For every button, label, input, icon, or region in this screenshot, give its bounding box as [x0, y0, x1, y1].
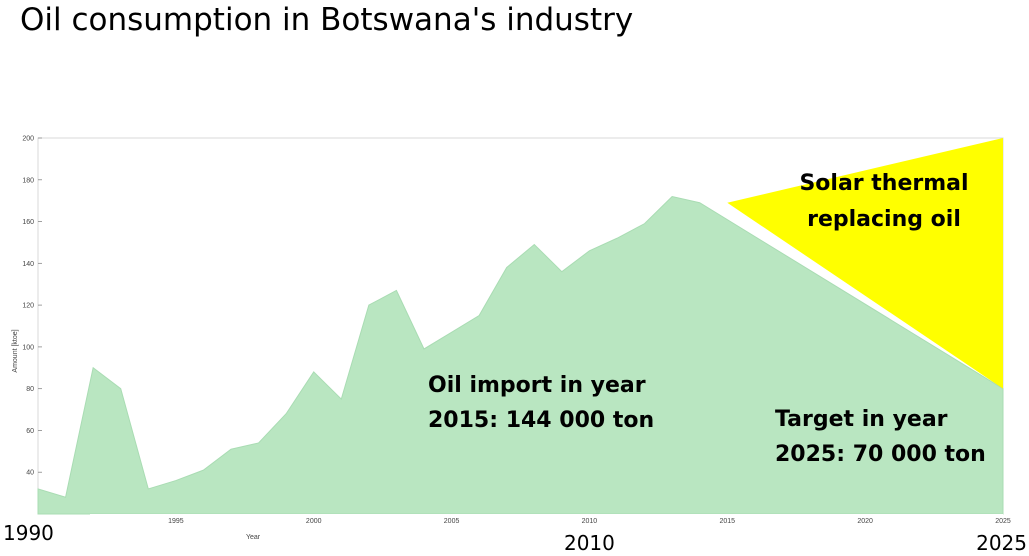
x-axis-strip	[90, 514, 1003, 544]
solar-annotation: replacing oil	[807, 207, 961, 232]
x-tick-label-small: 2020	[857, 518, 873, 525]
y-tick-label: 180	[22, 177, 34, 184]
y-tick-label: 80	[26, 386, 34, 393]
y-tick-label: 160	[22, 219, 34, 226]
x-tick-label-large: 1990	[3, 521, 54, 545]
x-tick-label-large: 2025	[976, 531, 1027, 555]
target-annotation: 2025: 70 000 ton	[775, 442, 986, 467]
oil-import-annotation: 2015: 144 000 ton	[428, 408, 654, 433]
solar-annotation: Solar thermal	[799, 171, 968, 196]
y-tick-label: 100	[22, 344, 34, 351]
y-tick-label: 200	[22, 136, 34, 143]
y-tick-label: 60	[26, 428, 34, 435]
target-annotation: Target in year	[775, 407, 948, 432]
x-tick-label-small: 2015	[719, 518, 735, 525]
x-tick-label-large: 2010	[564, 531, 615, 555]
oil-import-annotation: Oil import in year	[428, 373, 646, 398]
solar-thermal-area	[727, 138, 1003, 389]
y-axis-label: Amount [ktoe]	[12, 329, 19, 372]
chart-title: Oil consumption in Botswana's industry	[20, 2, 634, 38]
x-tick-label-small: 1995	[168, 518, 184, 525]
y-tick-label: 140	[22, 261, 34, 268]
x-tick-label-small: 2000	[306, 518, 322, 525]
x-axis-label: Year	[246, 534, 261, 541]
oil-import-area	[37, 195, 1004, 515]
y-tick-label: 120	[22, 303, 34, 310]
x-tick-label-small: 2025	[995, 518, 1011, 525]
y-tick-label: 40	[26, 470, 34, 477]
x-tick-label-small: 2010	[582, 518, 598, 525]
x-tick-label-small: 2005	[444, 518, 460, 525]
